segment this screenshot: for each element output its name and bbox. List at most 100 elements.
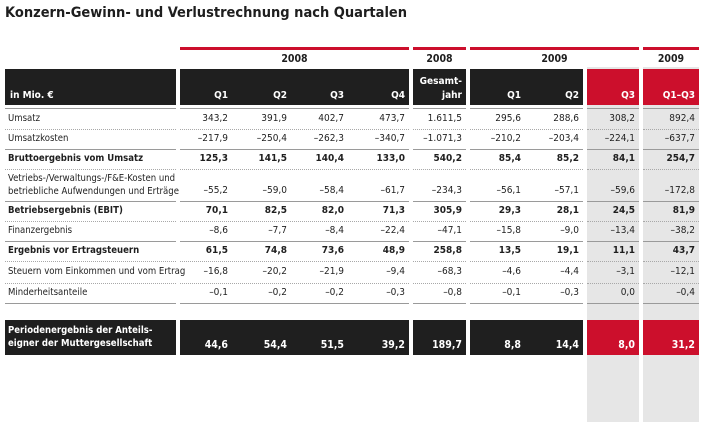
footer-value: 8,0 xyxy=(618,339,635,351)
row-separator xyxy=(470,149,583,150)
row-label: Minderheitsanteile xyxy=(8,287,88,298)
cell-value: –56,1 xyxy=(496,185,521,196)
row-separator xyxy=(180,149,409,150)
cell-value: 61,5 xyxy=(205,245,228,256)
header-separator xyxy=(470,108,583,109)
header-q3-2009: Q3 xyxy=(621,90,635,101)
row-separator xyxy=(5,201,176,202)
row-separator xyxy=(470,283,583,284)
row-label-line2: betriebliche Aufwendungen und Erträge xyxy=(8,186,179,197)
header-q1-2009: Q1 xyxy=(507,90,521,101)
row-separator xyxy=(643,129,699,130)
row-separator xyxy=(587,149,639,150)
cell-value: 258,8 xyxy=(433,245,462,256)
cell-value: –15,8 xyxy=(496,225,521,236)
footer-value: 14,4 xyxy=(555,339,579,351)
year-2009-cumulative-label: 2009 xyxy=(657,53,685,65)
row-label: Ergebnis vor Ertragsteuern xyxy=(8,245,140,256)
cell-value: –217,9 xyxy=(197,133,228,144)
year-2008-total-line xyxy=(413,47,466,50)
cell-value: 85,4 xyxy=(498,153,521,164)
cell-value: –203,4 xyxy=(548,133,579,144)
cell-value: –262,3 xyxy=(313,133,344,144)
footer-bar-q1q3-2009 xyxy=(643,320,699,355)
footer-label-line2: eigner der Muttergesellschaft xyxy=(8,338,153,349)
footer-value: 54,4 xyxy=(263,339,287,351)
header-bar-q1q3-2009 xyxy=(643,69,699,105)
row-separator xyxy=(180,241,409,242)
row-separator xyxy=(470,201,583,202)
cell-value: –4,6 xyxy=(502,266,521,277)
cell-value: 24,5 xyxy=(612,205,635,216)
footer-bar-2009 xyxy=(470,320,583,355)
row-separator xyxy=(413,283,466,284)
cell-value: –61,7 xyxy=(380,185,405,196)
cell-value: 81,9 xyxy=(672,205,695,216)
header-q1-2008: Q1 xyxy=(214,90,228,101)
row-separator xyxy=(643,261,699,262)
row-separator xyxy=(180,303,409,304)
year-2008-total-label: 2008 xyxy=(426,53,453,65)
cell-value: 82,0 xyxy=(321,205,344,216)
cell-value: –16,8 xyxy=(203,266,228,277)
footer-value: 8,8 xyxy=(504,339,521,351)
row-separator xyxy=(180,261,409,262)
header-separator xyxy=(587,108,639,109)
cell-value: –21,9 xyxy=(319,266,344,277)
row-separator xyxy=(470,221,583,222)
cell-value: 84,1 xyxy=(612,153,635,164)
header-bar-2008 xyxy=(180,69,409,105)
cell-value: –8,6 xyxy=(209,225,228,236)
cell-value: –55,2 xyxy=(203,185,228,196)
row-separator xyxy=(587,241,639,242)
row-separator xyxy=(643,303,699,304)
cell-value: –9,4 xyxy=(386,266,405,277)
row-separator xyxy=(587,303,639,304)
row-separator xyxy=(413,129,466,130)
year-2009-label: 2009 xyxy=(541,53,568,65)
row-label: Finanzergebnis xyxy=(8,225,73,236)
header-bar-label xyxy=(5,69,176,105)
cell-value: 11,1 xyxy=(612,245,635,256)
row-separator xyxy=(5,221,176,222)
row-separator xyxy=(643,201,699,202)
q1q3-2009-highlight-column xyxy=(643,67,699,422)
cell-value: –224,1 xyxy=(604,133,635,144)
row-separator xyxy=(643,149,699,150)
row-separator xyxy=(180,201,409,202)
cell-value: –0,2 xyxy=(325,287,344,298)
cell-value: 74,8 xyxy=(264,245,287,256)
cell-value: 892,4 xyxy=(669,113,695,124)
cell-value: –0,3 xyxy=(386,287,405,298)
row-separator xyxy=(5,129,176,130)
header-bar-2009 xyxy=(470,69,583,105)
row-separator xyxy=(587,283,639,284)
footer-bar-2008 xyxy=(180,320,409,355)
cell-value: 402,7 xyxy=(318,113,344,124)
row-label: Vetriebs-/Verwaltungs-/F&E-Kosten und xyxy=(8,173,176,184)
cell-value: –250,4 xyxy=(256,133,287,144)
row-separator xyxy=(180,221,409,222)
row-separator xyxy=(413,261,466,262)
header-separator xyxy=(180,108,409,109)
cell-value: –7,7 xyxy=(268,225,287,236)
cell-value: –637,7 xyxy=(664,133,695,144)
cell-value: 48,9 xyxy=(382,245,405,256)
cell-value: –8,4 xyxy=(325,225,344,236)
row-separator xyxy=(5,261,176,262)
footer-value: 51,5 xyxy=(320,339,344,351)
header-separator xyxy=(5,108,176,109)
row-label: Umsatz xyxy=(8,113,41,124)
cell-value: –1.071,3 xyxy=(423,133,462,144)
cell-value: –20,2 xyxy=(262,266,287,277)
row-label: Bruttoergebnis vom Umsatz xyxy=(8,153,144,164)
cell-value: –4,4 xyxy=(560,266,579,277)
cell-value: –68,3 xyxy=(437,266,462,277)
footer-bar-label xyxy=(5,320,176,355)
cell-value: 540,2 xyxy=(433,153,462,164)
cell-value: –0,3 xyxy=(560,287,579,298)
row-separator xyxy=(413,221,466,222)
row-separator xyxy=(587,221,639,222)
cell-value: 140,4 xyxy=(315,153,344,164)
row-separator xyxy=(413,303,466,304)
